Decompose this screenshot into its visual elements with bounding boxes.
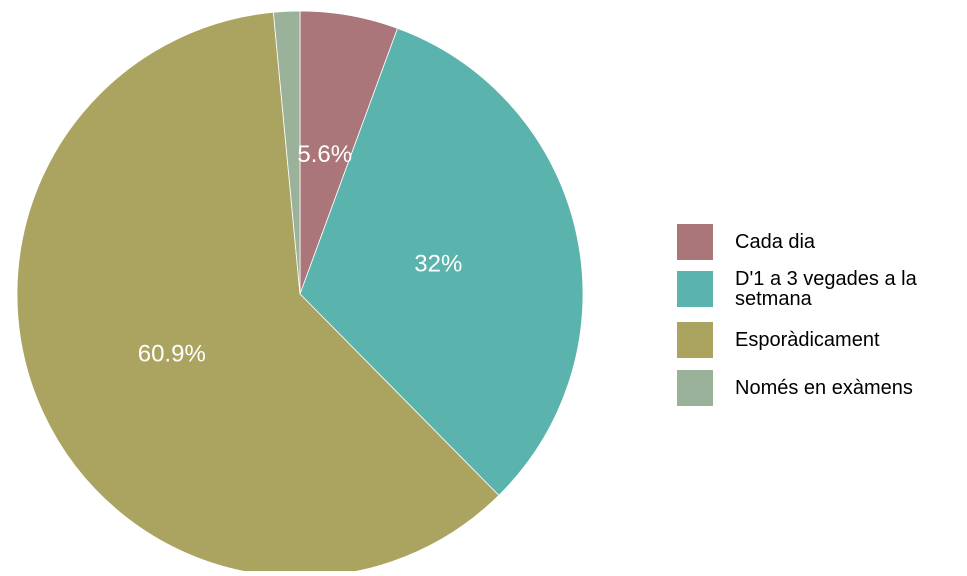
legend-label: Cada dia <box>735 231 816 253</box>
legend-item-esporadicament: Esporàdicament <box>677 322 880 358</box>
slice-label-esporadicament: 60.9% <box>138 340 206 367</box>
legend-item-nomes-en-examens: Només en exàmens <box>677 370 913 406</box>
legend-label: Esporàdicament <box>735 329 880 351</box>
pie-slice-nomes-en-examens <box>272 10 301 295</box>
legend-label: D'1 a 3 vegades a la setmana <box>735 268 918 310</box>
legend-item-d-1-a-3-vegades-a-la-setmana: D'1 a 3 vegades a la setmana <box>677 268 918 310</box>
slice-labels: 5.6% 32% 60.9% <box>138 141 463 367</box>
legend-swatch <box>677 271 713 307</box>
legend-item-cada-dia: Cada dia <box>677 224 816 260</box>
slice-label-cada-dia: 5.6% <box>297 141 352 168</box>
legend: Cada dia D'1 a 3 vegades a la setmana Espor… <box>677 224 918 406</box>
slice-label-d-1-a-3-vegades-a-la-setmana: 32% <box>414 251 462 278</box>
legend-label: Només en exàmens <box>735 377 913 399</box>
pie-slices <box>16 10 584 576</box>
pie-slice-d-1-a-3-vegades-a-la-setmana <box>299 27 584 496</box>
legend-swatch <box>677 322 713 358</box>
legend-swatch <box>677 370 713 406</box>
legend-swatch <box>677 224 713 260</box>
